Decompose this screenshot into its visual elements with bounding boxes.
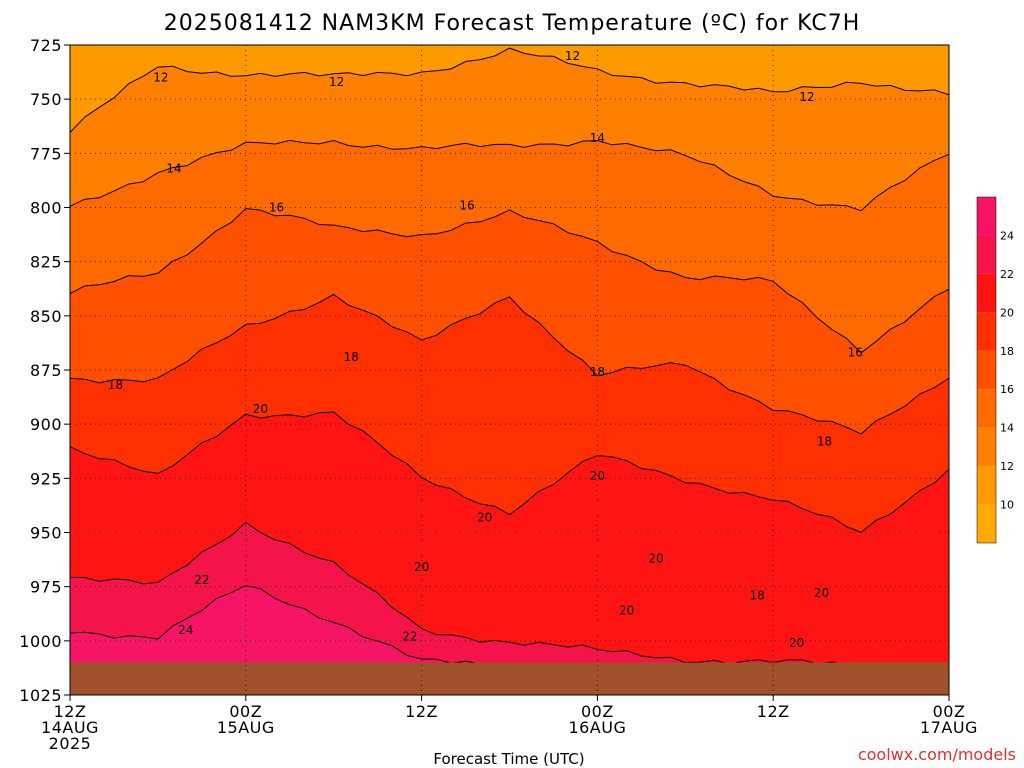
y-tick-label: 800 [30,199,62,218]
x-tick-label: 15AUG [217,718,275,737]
isotherm-14 [70,139,949,212]
colorbar-segment [977,350,996,390]
x-tick-label: 17AUG [920,718,978,737]
colorbar-segment [977,312,996,351]
contour-label: 18 [749,588,764,602]
colorbar-segment [977,504,996,543]
contour-label: 14 [166,162,181,176]
colorbar-segment [977,466,996,505]
isotherm-18 [70,293,949,435]
x-tick-label: 12Z [757,702,790,721]
colorbar-label: 20 [1000,306,1014,319]
contour-label: 22 [194,573,209,587]
colorbar-label: 10 [1000,499,1014,512]
x-tick-label: 00Z [229,702,262,721]
isotherm-12 [70,47,949,133]
contour-label: 24 [178,623,193,637]
y-tick-label: 750 [30,90,62,109]
x-tick-label: 16AUG [568,718,626,737]
contour-label: 12 [799,90,814,104]
y-tick-label: 825 [30,253,62,272]
contour-label: 12 [153,71,168,85]
contour-label: 20 [477,510,492,524]
x-tick-label: 12Z [54,702,87,721]
contour-label: 20 [789,636,804,650]
contour-label: 18 [817,435,832,449]
y-tick-label: 775 [30,144,62,163]
contour-label: 20 [648,552,663,566]
colorbar-segment [977,273,996,313]
y-tick-label: 1025 [19,686,62,705]
contour-label: 20 [814,586,829,600]
x-tick-label: 00Z [581,702,614,721]
contour-label: 12 [565,49,580,63]
y-tick-label: 1000 [19,632,62,651]
colorbar-segment [977,235,996,274]
contour-label: 16 [459,198,474,212]
chart-title: 2025081412 NAM3KM Forecast Temperature (… [164,11,861,36]
x-tick-label: 12Z [405,702,438,721]
isotherm-20 [70,411,949,533]
contour-label: 20 [414,560,429,574]
colorbar-frame [976,196,997,544]
isotherm-16 [70,207,949,354]
contour-label: 12 [329,75,344,89]
contour-label: 18 [108,378,123,392]
colorbar-label: 24 [1000,229,1014,242]
contour-label: 14 [590,131,605,145]
contour-label: 20 [253,402,268,416]
y-tick-label: 875 [30,361,62,380]
x-tick-label: 2025 [49,734,92,753]
contour-label: 18 [590,365,605,379]
y-tick-label: 925 [30,469,62,488]
contour-label: 20 [590,469,605,483]
y-axis: 725 750 775 800 825 850 875 900 925 950 975 1000 102… [19,36,70,705]
colorbar-label: 14 [1000,422,1014,435]
contour-label: 16 [848,346,863,360]
colorbar-label: 16 [1000,383,1014,396]
plot-area: 12 12 12 12 14 14 16 16 16 18 18 18 18 20 20 20 20 20 20 20… [70,45,949,695]
x-tick-label: 14AUG [41,718,99,737]
y-tick-label: 900 [30,415,62,434]
colorbar-segment [977,197,996,236]
colorbar-label: 12 [1000,460,1014,473]
contour-label: 18 [344,350,359,364]
y-tick-label: 950 [30,524,62,543]
terrain [70,662,949,695]
y-tick-label: 850 [30,307,62,326]
grid [70,45,949,695]
y-tick-label: 725 [30,36,62,55]
colorbar-label: 22 [1000,268,1014,281]
colorbar-segment [977,427,996,467]
x-tick-label: 00Z [933,702,966,721]
credit-text: coolwx.com/models [858,745,1016,764]
colorbar-segment [977,389,996,428]
x-axis-label: Forecast Time (UTC) [433,750,584,768]
colorbar-label: 18 [1000,345,1014,358]
contour-label: 22 [402,630,417,644]
contour-label: 20 [619,604,634,618]
isotherm-22 [70,521,949,670]
colorbar: 10 12 14 16 18 20 22 24 [976,196,1014,544]
contour-label: 16 [269,201,284,215]
y-tick-label: 975 [30,578,62,597]
